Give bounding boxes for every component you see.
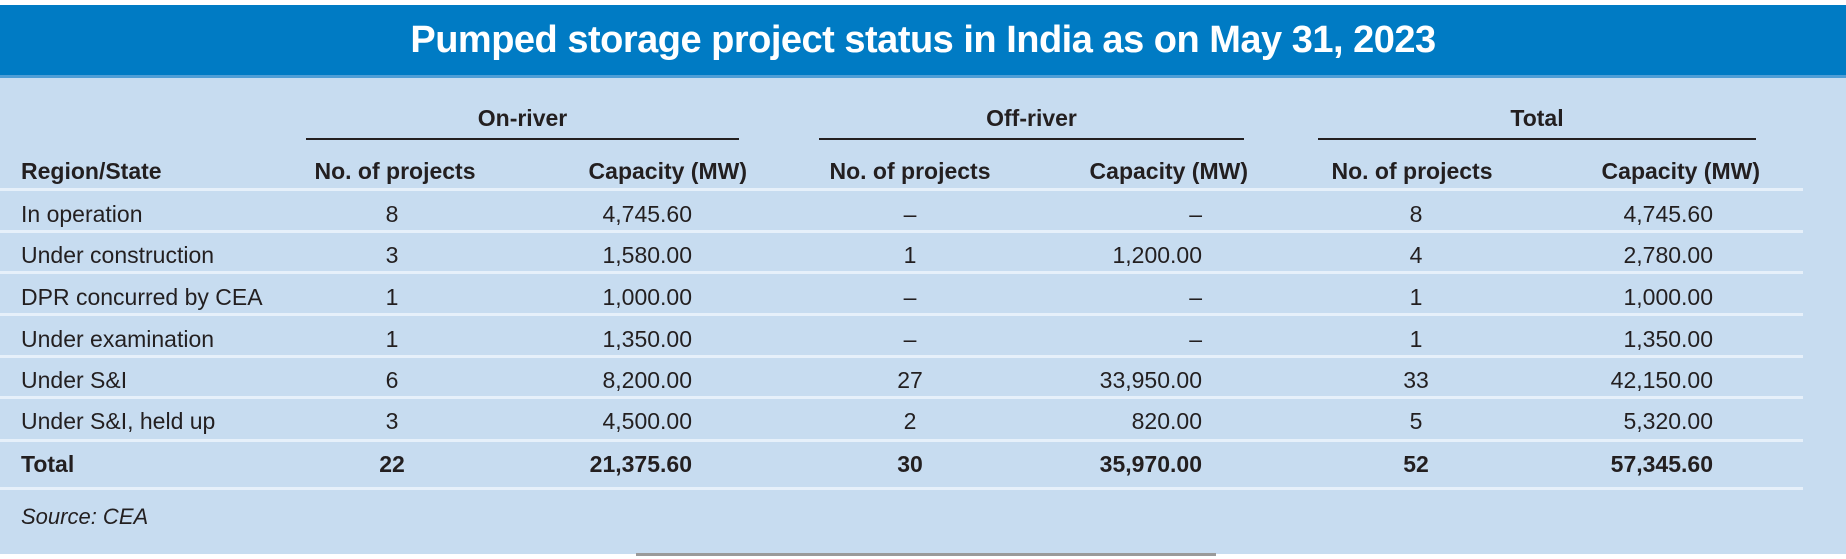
table-cell: – xyxy=(1189,201,1202,227)
column-header: Capacity (MW) xyxy=(1601,158,1760,184)
table-cell: 1 xyxy=(385,326,399,352)
row-label: Under S&I, held up xyxy=(21,408,216,434)
table-cell: 6 xyxy=(385,367,399,393)
total-cell: 30 xyxy=(897,451,923,477)
table-cell: 42,150.00 xyxy=(1610,367,1713,393)
total-cell: 57,345.60 xyxy=(1610,451,1713,477)
row-separator xyxy=(0,396,1803,399)
table-cell: 1,000.00 xyxy=(1623,284,1713,310)
total-cell: 52 xyxy=(1403,451,1429,477)
table-cell: – xyxy=(903,201,917,227)
table-cell: 5,320.00 xyxy=(1623,408,1713,434)
row-separator xyxy=(0,230,1803,233)
column-header: Capacity (MW) xyxy=(1089,158,1248,184)
table-title: Pumped storage project status in India a… xyxy=(410,19,1436,61)
group-header-on-river: On-river xyxy=(477,105,568,131)
table-cell: 1 xyxy=(385,284,399,310)
source-note: Source: CEA xyxy=(21,504,149,529)
table-cell: 8,200.00 xyxy=(602,367,692,393)
header-separator xyxy=(0,188,1803,191)
total-cell: 35,970.00 xyxy=(1099,451,1202,477)
row-separator xyxy=(0,355,1803,358)
column-header: Capacity (MW) xyxy=(588,158,747,184)
table-cell: – xyxy=(903,284,917,310)
table-cell: 3 xyxy=(385,408,399,434)
group-underline-off-river xyxy=(819,138,1244,140)
table-cell: 2,780.00 xyxy=(1623,242,1713,268)
group-header-off-river: Off-river xyxy=(986,105,1077,131)
column-header: No. of projects xyxy=(829,158,991,184)
table-cell: 1 xyxy=(903,242,917,268)
table-cell: 33 xyxy=(1403,367,1429,393)
table-cell: 4,745.60 xyxy=(1623,201,1713,227)
table-cell: 27 xyxy=(897,367,923,393)
table-cell: 3 xyxy=(385,242,399,268)
title-banner: Pumped storage project status in India a… xyxy=(0,5,1846,78)
table-cell: 1,200.00 xyxy=(1112,242,1202,268)
bottom-rule xyxy=(636,553,1216,556)
column-header: No. of projects xyxy=(1331,158,1493,184)
table-cell: 4 xyxy=(1409,242,1423,268)
table-cell: 1,350.00 xyxy=(1623,326,1713,352)
table-cell: 820.00 xyxy=(1131,408,1202,434)
table-cell: 1,580.00 xyxy=(602,242,692,268)
row-label: Under S&I xyxy=(21,367,128,393)
total-cell: 22 xyxy=(379,451,405,477)
row-label: Under examination xyxy=(21,326,215,352)
total-cell: 21,375.60 xyxy=(589,451,692,477)
column-header: Region/State xyxy=(21,158,162,184)
row-label: In operation xyxy=(21,201,143,227)
column-header: No. of projects xyxy=(314,158,476,184)
total-label: Total xyxy=(21,451,75,477)
table-cell: – xyxy=(1189,284,1202,310)
table-cell: 1 xyxy=(1409,326,1423,352)
row-label: Under construction xyxy=(21,242,215,268)
table-cell: – xyxy=(1189,326,1202,352)
group-underline-on-river xyxy=(306,138,739,140)
row-separator xyxy=(0,439,1803,442)
table-cell: 4,745.60 xyxy=(602,201,692,227)
table-cell: 2 xyxy=(903,408,917,434)
group-underline-total xyxy=(1318,138,1756,140)
table-cell: 4,500.00 xyxy=(602,408,692,434)
table-cell: 1,000.00 xyxy=(602,284,692,310)
table-cell: 8 xyxy=(385,201,399,227)
table-cell: 1,350.00 xyxy=(602,326,692,352)
row-label: DPR concurred by CEA xyxy=(21,284,263,310)
total-separator xyxy=(0,487,1803,490)
group-header-total: Total xyxy=(1510,105,1564,131)
table-cell: 8 xyxy=(1409,201,1423,227)
row-separator xyxy=(0,313,1803,316)
table-cell: 5 xyxy=(1409,408,1423,434)
row-separator xyxy=(0,271,1803,274)
table-cell: 1 xyxy=(1409,284,1423,310)
table-panel xyxy=(0,5,1846,554)
table-cell: – xyxy=(903,326,917,352)
table-cell: 33,950.00 xyxy=(1099,367,1202,393)
